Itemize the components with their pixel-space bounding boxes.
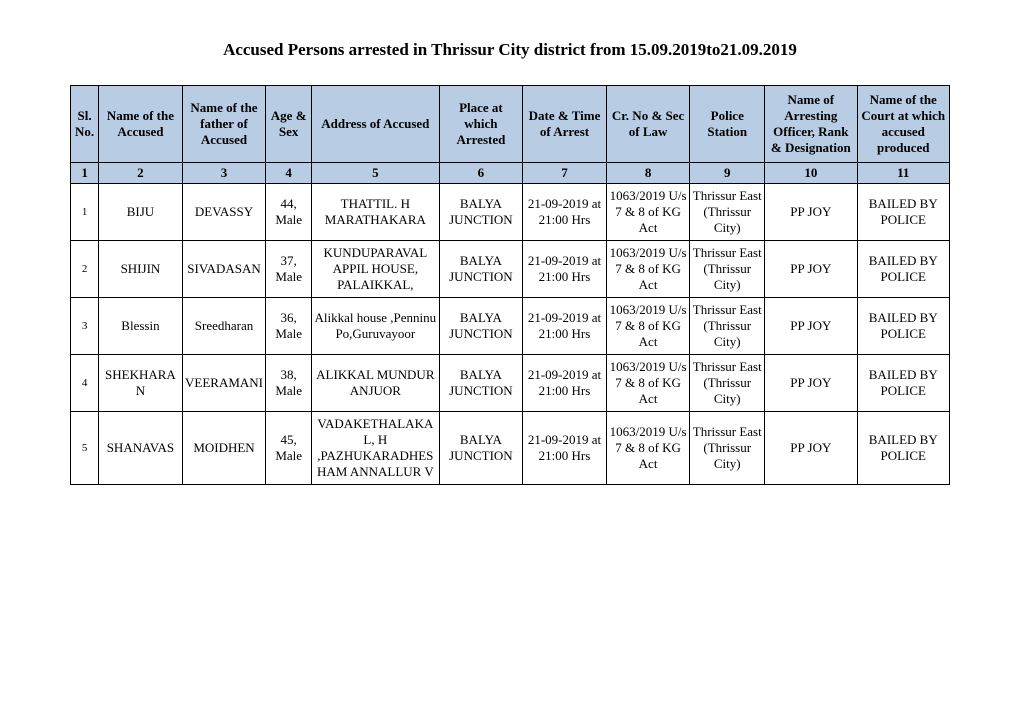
cell-court: BAILED BY POLICE <box>857 412 949 485</box>
cell-place: BALYA JUNCTION <box>439 412 523 485</box>
numcol-9: 9 <box>690 163 765 184</box>
cell-name: SHIJIN <box>99 241 183 298</box>
numcol-7: 7 <box>523 163 607 184</box>
numcol-1: 1 <box>71 163 99 184</box>
arrest-table: Sl. No. Name of the Accused Name of the … <box>70 85 950 485</box>
header-age: Age & Sex <box>266 86 312 163</box>
cell-cr: 1063/2019 U/s 7 & 8 of KG Act <box>606 184 690 241</box>
header-name: Name of the Accused <box>99 86 183 163</box>
header-date: Date & Time of Arrest <box>523 86 607 163</box>
cell-station: Thrissur East (Thrissur City) <box>690 241 765 298</box>
table-row: 2SHIJINSIVADASAN37, MaleKUNDUPARAVAL APP… <box>71 241 950 298</box>
cell-date: 21-09-2019 at 21:00 Hrs <box>523 355 607 412</box>
numcol-4: 4 <box>266 163 312 184</box>
numcol-8: 8 <box>606 163 690 184</box>
header-cr: Cr. No & Sec of Law <box>606 86 690 163</box>
cell-name: SHEKHARAN <box>99 355 183 412</box>
header-place: Place at which Arrested <box>439 86 523 163</box>
cell-place: BALYA JUNCTION <box>439 355 523 412</box>
cell-address: Alikkal house ,Penninu Po,Guruvayoor <box>312 298 440 355</box>
numcol-2: 2 <box>99 163 183 184</box>
cell-sl: 3 <box>71 298 99 355</box>
cell-age: 38, Male <box>266 355 312 412</box>
cell-father: SIVADASAN <box>182 241 266 298</box>
numcol-3: 3 <box>182 163 266 184</box>
table-row: 3BlessinSreedharan36, MaleAlikkal house … <box>71 298 950 355</box>
header-court: Name of the Court at which accused produ… <box>857 86 949 163</box>
cell-father: VEERAMANI <box>182 355 266 412</box>
cell-cr: 1063/2019 U/s 7 & 8 of KG Act <box>606 412 690 485</box>
cell-age: 36, Male <box>266 298 312 355</box>
cell-address: KUNDUPARAVAL APPIL HOUSE, PALAIKKAL, <box>312 241 440 298</box>
cell-officer: PP JOY <box>765 241 857 298</box>
header-officer: Name of Arresting Officer, Rank & Design… <box>765 86 857 163</box>
header-sl: Sl. No. <box>71 86 99 163</box>
cell-age: 37, Male <box>266 241 312 298</box>
cell-cr: 1063/2019 U/s 7 & 8 of KG Act <box>606 355 690 412</box>
cell-sl: 1 <box>71 184 99 241</box>
number-row: 1 2 3 4 5 6 7 8 9 10 11 <box>71 163 950 184</box>
cell-court: BAILED BY POLICE <box>857 241 949 298</box>
cell-officer: PP JOY <box>765 298 857 355</box>
cell-cr: 1063/2019 U/s 7 & 8 of KG Act <box>606 298 690 355</box>
cell-address: ALIKKAL MUNDUR ANJUOR <box>312 355 440 412</box>
cell-officer: PP JOY <box>765 184 857 241</box>
numcol-11: 11 <box>857 163 949 184</box>
cell-officer: PP JOY <box>765 355 857 412</box>
cell-age: 45, Male <box>266 412 312 485</box>
header-address: Address of Accused <box>312 86 440 163</box>
cell-address: THATTIL. H MARATHAKARA <box>312 184 440 241</box>
table-row: 4SHEKHARANVEERAMANI38, MaleALIKKAL MUNDU… <box>71 355 950 412</box>
table-body: 1BIJUDEVASSY44, MaleTHATTIL. H MARATHAKA… <box>71 184 950 485</box>
cell-sl: 4 <box>71 355 99 412</box>
cell-officer: PP JOY <box>765 412 857 485</box>
cell-age: 44, Male <box>266 184 312 241</box>
table-row: 5SHANAVASMOIDHEN45, MaleVADAKETHALAKAL, … <box>71 412 950 485</box>
cell-place: BALYA JUNCTION <box>439 184 523 241</box>
cell-court: BAILED BY POLICE <box>857 355 949 412</box>
cell-station: Thrissur East (Thrissur City) <box>690 412 765 485</box>
header-father: Name of the father of Accused <box>182 86 266 163</box>
cell-station: Thrissur East (Thrissur City) <box>690 355 765 412</box>
cell-name: SHANAVAS <box>99 412 183 485</box>
numcol-10: 10 <box>765 163 857 184</box>
cell-station: Thrissur East (Thrissur City) <box>690 298 765 355</box>
cell-sl: 2 <box>71 241 99 298</box>
numcol-6: 6 <box>439 163 523 184</box>
cell-father: DEVASSY <box>182 184 266 241</box>
cell-address: VADAKETHALAKAL, H ,PAZHUKARADHESHAM ANNA… <box>312 412 440 485</box>
cell-place: BALYA JUNCTION <box>439 241 523 298</box>
cell-date: 21-09-2019 at 21:00 Hrs <box>523 412 607 485</box>
cell-name: BIJU <box>99 184 183 241</box>
numcol-5: 5 <box>312 163 440 184</box>
cell-name: Blessin <box>99 298 183 355</box>
cell-cr: 1063/2019 U/s 7 & 8 of KG Act <box>606 241 690 298</box>
cell-sl: 5 <box>71 412 99 485</box>
cell-date: 21-09-2019 at 21:00 Hrs <box>523 184 607 241</box>
cell-place: BALYA JUNCTION <box>439 298 523 355</box>
cell-father: Sreedharan <box>182 298 266 355</box>
cell-date: 21-09-2019 at 21:00 Hrs <box>523 298 607 355</box>
header-row: Sl. No. Name of the Accused Name of the … <box>71 86 950 163</box>
cell-date: 21-09-2019 at 21:00 Hrs <box>523 241 607 298</box>
cell-court: BAILED BY POLICE <box>857 184 949 241</box>
cell-father: MOIDHEN <box>182 412 266 485</box>
cell-court: BAILED BY POLICE <box>857 298 949 355</box>
cell-station: Thrissur East (Thrissur City) <box>690 184 765 241</box>
table-row: 1BIJUDEVASSY44, MaleTHATTIL. H MARATHAKA… <box>71 184 950 241</box>
document-title: Accused Persons arrested in Thrissur Cit… <box>70 40 950 60</box>
header-station: Police Station <box>690 86 765 163</box>
